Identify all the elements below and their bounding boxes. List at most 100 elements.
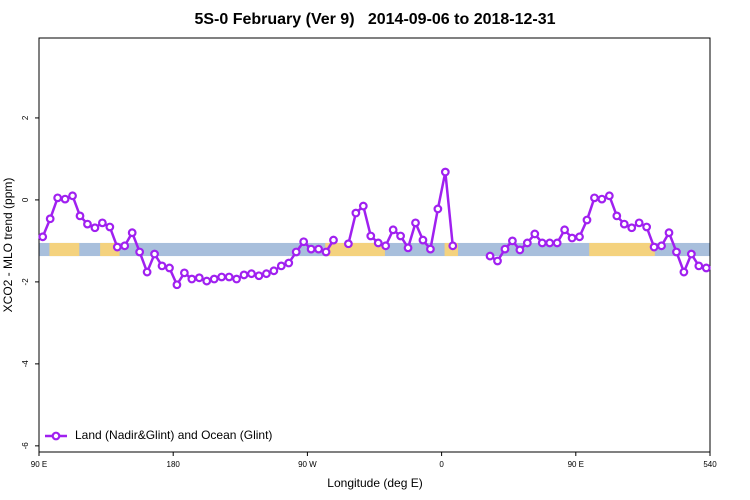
plot-frame (38, 37, 711, 453)
y-tick-label: -4 (21, 360, 30, 368)
y-tick-label: -6 (21, 442, 30, 450)
data-point (403, 243, 413, 253)
data-point (567, 233, 577, 243)
data-point (284, 258, 294, 268)
data-point (45, 214, 55, 224)
y-tick-label: 2 (21, 115, 30, 120)
data-point (530, 229, 540, 239)
data-point (291, 247, 301, 257)
data-point (254, 271, 264, 281)
data-point (232, 274, 241, 284)
data-point (299, 237, 309, 247)
data-point (694, 261, 704, 271)
data-point (127, 228, 137, 238)
data-point (217, 272, 227, 282)
data-point (150, 249, 159, 259)
data-point (485, 251, 495, 261)
y-tick-label: -2 (21, 278, 30, 286)
data-point (508, 236, 517, 246)
legend-marker (51, 431, 61, 441)
data-point (269, 266, 279, 276)
data-point (642, 222, 652, 232)
data-point (381, 241, 391, 251)
y-axis-title: XCO2 - MLO trend (ppm) (1, 178, 15, 313)
data-point (433, 204, 443, 214)
data-point (604, 191, 614, 201)
x-tick-label: 540 (703, 460, 717, 469)
data-point (247, 269, 256, 279)
data-point (560, 225, 570, 235)
x-tick-label: 90 E (568, 460, 584, 469)
data-point (306, 244, 316, 254)
data-point (314, 244, 323, 254)
data-point (672, 247, 681, 257)
data-point (493, 256, 502, 266)
data-point (448, 241, 458, 251)
data-point (597, 194, 607, 204)
data-point (351, 208, 361, 218)
data-point (619, 219, 629, 229)
data-point (344, 239, 353, 249)
data-point (224, 272, 234, 282)
data-point (649, 242, 659, 252)
data-point (366, 231, 376, 241)
data-point (358, 201, 368, 211)
data-point (634, 218, 644, 228)
data-point (202, 276, 212, 286)
data-point (261, 269, 271, 279)
data-point (612, 211, 622, 221)
data-point (396, 231, 405, 241)
data-point (522, 238, 532, 248)
land-segment (49, 242, 80, 257)
data-point (664, 228, 674, 238)
x-tick-label: 180 (167, 460, 181, 469)
data-point (209, 274, 219, 284)
land-segment (589, 242, 655, 257)
data-point (172, 280, 182, 290)
data-point (157, 261, 167, 271)
data-point (90, 223, 100, 233)
data-point (329, 235, 338, 245)
data-point (75, 211, 85, 221)
x-axis-title: Longitude (deg E) (327, 476, 422, 490)
data-point (701, 263, 711, 273)
data-point (440, 167, 450, 177)
data-point (321, 247, 331, 257)
data-point (679, 267, 689, 277)
data-point (590, 193, 599, 203)
data-point (97, 218, 107, 228)
chart-title: 5S-0 February (Ver 9) 2014-09-06 to 2018… (194, 11, 555, 28)
data-point (60, 194, 70, 204)
data-point (537, 238, 547, 248)
data-point (165, 263, 174, 273)
data-point (627, 223, 637, 233)
data-point (552, 238, 562, 248)
data-point (426, 244, 435, 254)
x-tick-label: 0 (439, 460, 444, 469)
data-point (105, 222, 115, 232)
data-point (276, 261, 286, 271)
data-point (582, 215, 592, 225)
legend-label: Land (Nadir&Glint) and Ocean (Glint) (75, 428, 272, 442)
data-point (187, 274, 197, 284)
x-tick-label: 90 E (31, 460, 47, 469)
y-tick-label: 0 (21, 197, 30, 202)
data-point (575, 232, 584, 242)
data-point (388, 225, 398, 235)
data-point (68, 191, 77, 201)
data-point (545, 238, 555, 248)
data-point (179, 268, 189, 278)
data-point (411, 218, 420, 228)
data-point (120, 241, 130, 251)
data-point (142, 267, 152, 277)
data-point (373, 238, 383, 248)
x-tick-label: 90 W (298, 460, 317, 469)
data-point (515, 245, 525, 255)
data-point (83, 219, 92, 229)
data-point (239, 270, 249, 280)
data-point (112, 242, 122, 252)
data-point (53, 193, 63, 203)
data-point (500, 244, 510, 254)
data-point (194, 273, 204, 283)
